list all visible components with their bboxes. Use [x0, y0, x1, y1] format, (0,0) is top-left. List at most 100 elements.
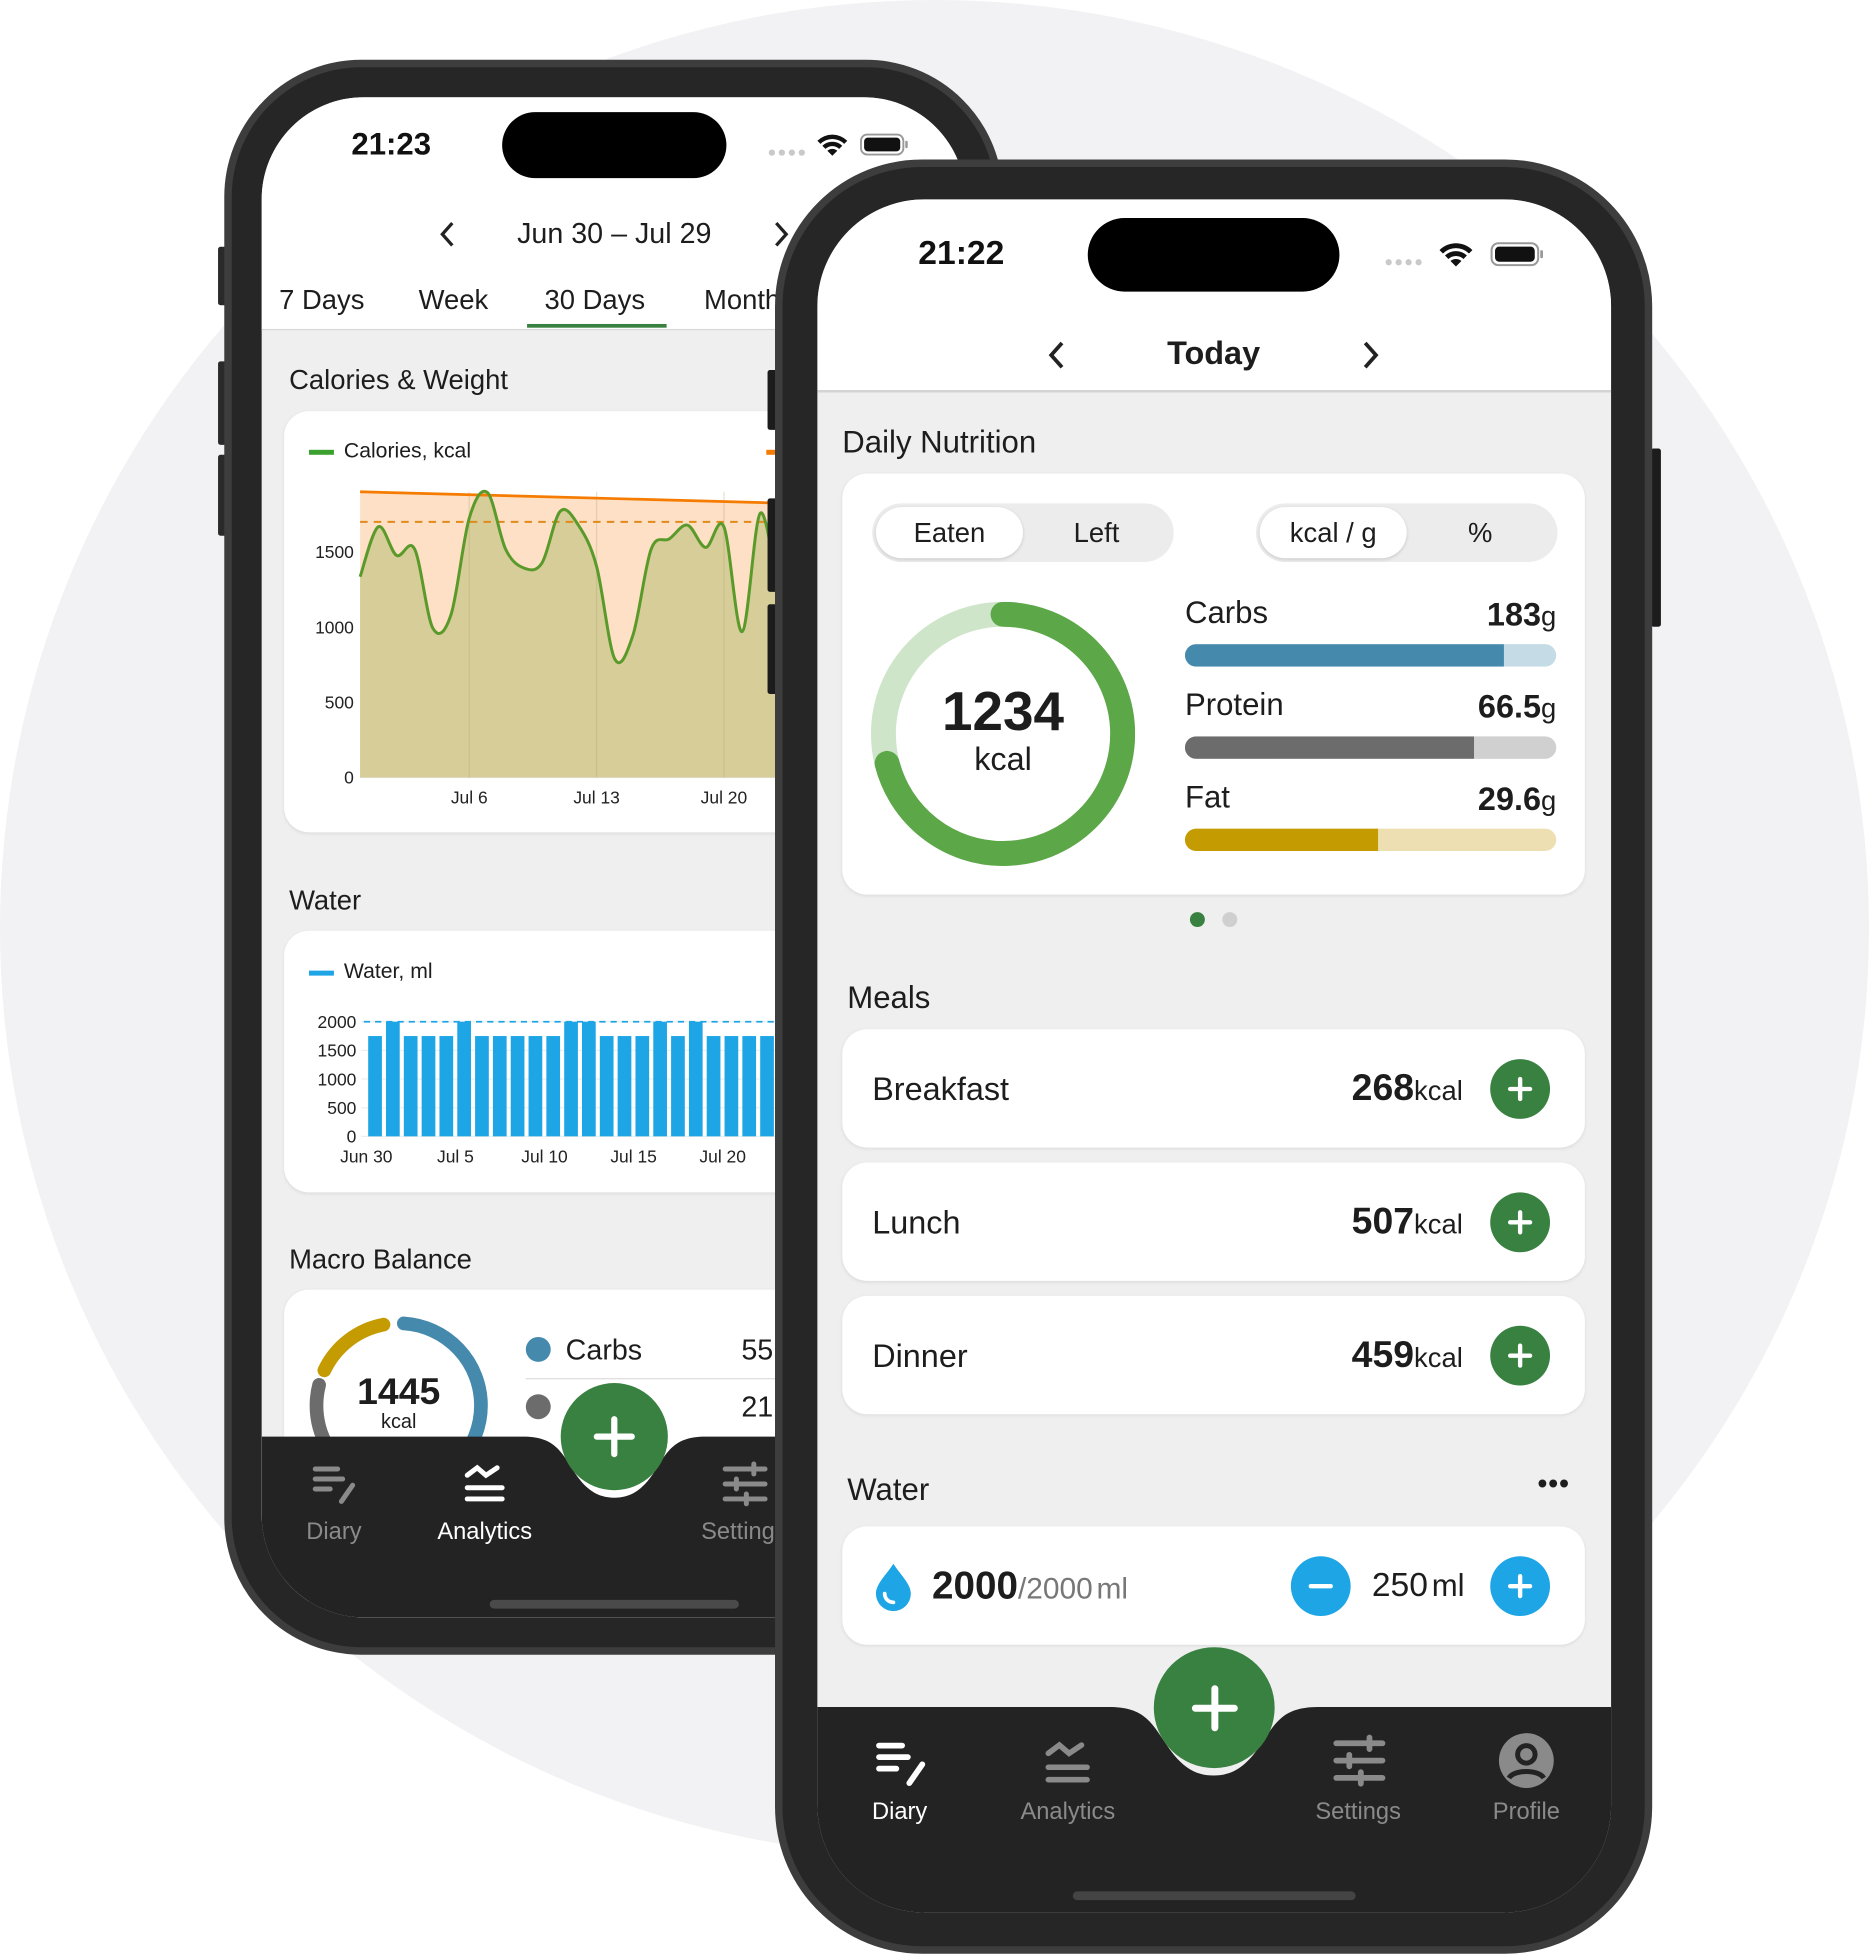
- macro-bar-fat: [1184, 828, 1557, 852]
- toggle-kcal-g[interactable]: kcal / g: [1289, 517, 1377, 549]
- nav-diary[interactable]: Diary: [306, 1518, 362, 1546]
- diary-icon[interactable]: [312, 1464, 359, 1506]
- water-bar: [653, 1021, 667, 1137]
- calories-area: [360, 491, 779, 778]
- dynamic-island: [502, 112, 727, 179]
- water-increase-button[interactable]: [1490, 1556, 1551, 1617]
- meal-calories: 268kcal: [1352, 1068, 1463, 1110]
- toggle-eaten[interactable]: Eaten: [913, 517, 986, 549]
- side-button: [767, 498, 778, 592]
- water-bar: [742, 1036, 757, 1137]
- water-goal: /2000: [1017, 1572, 1093, 1607]
- chevron-left-icon[interactable]: [1045, 339, 1067, 371]
- x-tick-label: Jul 6: [451, 788, 488, 808]
- calories-line: [358, 489, 780, 665]
- legend-water: Water, ml: [343, 959, 433, 984]
- battery-icon: [1490, 242, 1543, 267]
- meal-card-lunch[interactable]: Lunch 507kcal: [842, 1162, 1585, 1281]
- water-bar: [457, 1021, 471, 1137]
- water-bar: [368, 1036, 382, 1137]
- plus-icon: [1191, 1684, 1238, 1731]
- settings-icon[interactable]: [721, 1461, 768, 1507]
- water-card: 2000/2000 ml 250 ml: [842, 1526, 1585, 1645]
- meal-name: Breakfast: [872, 1070, 1010, 1108]
- nav-profile[interactable]: Profile: [1492, 1799, 1560, 1826]
- plus-icon: [593, 1416, 635, 1458]
- water-bar: [706, 1036, 721, 1137]
- water-bar: [688, 1021, 703, 1137]
- nav-settings[interactable]: Settings: [1315, 1799, 1401, 1826]
- active-tab-indicator: [527, 323, 667, 328]
- meal-card-breakfast[interactable]: Breakfast 268kcal: [842, 1029, 1585, 1148]
- daily-nutrition-card: Eaten Left kcal / g % 1234 kcal Carbs 18…: [842, 473, 1585, 895]
- x-tick-label: Jul 13: [573, 788, 620, 808]
- tab-7-days[interactable]: 7 Days: [279, 284, 365, 316]
- meal-card-dinner[interactable]: Dinner 459kcal: [842, 1295, 1585, 1415]
- toggle-selected-bg: [1259, 507, 1407, 559]
- page-dot[interactable]: [1222, 912, 1238, 928]
- macro-bar-fill: [1184, 736, 1475, 759]
- chevron-right-icon[interactable]: [1359, 339, 1381, 371]
- water-bar: [403, 1036, 418, 1137]
- add-food-button[interactable]: [1490, 1325, 1551, 1386]
- plus-icon: [1507, 1574, 1533, 1599]
- y-tick-label: 0: [347, 1127, 357, 1147]
- wifi-icon: [817, 134, 848, 156]
- water-bar: [617, 1036, 632, 1137]
- profile-icon[interactable]: [1498, 1732, 1555, 1789]
- nav-analytics[interactable]: Analytics: [1020, 1799, 1116, 1826]
- battery-icon: [860, 133, 908, 156]
- macro-value-carbs: 183g: [1487, 596, 1556, 635]
- section-title-water: Water: [289, 884, 362, 916]
- water-bar: [546, 1036, 561, 1137]
- signal-icon: [1385, 259, 1422, 266]
- x-tick-label: Jun 30: [340, 1147, 393, 1167]
- meal-name: Dinner: [872, 1336, 968, 1375]
- water-bar: [528, 1036, 543, 1137]
- macro-bar-fill: [1184, 828, 1379, 852]
- nav-analytics[interactable]: Analytics: [437, 1518, 533, 1546]
- legend-swatch-calories: [309, 449, 334, 455]
- add-entry-fab[interactable]: [560, 1383, 668, 1491]
- water-amount: 2000/2000 ml: [932, 1564, 1128, 1609]
- side-button: [767, 604, 778, 695]
- chevron-right-icon[interactable]: [771, 219, 791, 249]
- settings-icon[interactable]: [1332, 1734, 1387, 1787]
- water-bar: [510, 1036, 525, 1137]
- water-step-value: 250: [1371, 1566, 1428, 1604]
- water-decrease-button[interactable]: [1290, 1556, 1351, 1617]
- diary-icon[interactable]: [875, 1739, 930, 1789]
- diary-screen: 21:22 Today Daily Nutrition Eaten Left k…: [817, 199, 1612, 1913]
- nav-settings[interactable]: Settings: [701, 1518, 787, 1546]
- macro-amount: 66.5: [1477, 687, 1541, 726]
- water-step-unit: ml: [1431, 1568, 1465, 1604]
- page-dot-active[interactable]: [1189, 912, 1205, 928]
- nav-diary[interactable]: Diary: [871, 1799, 928, 1826]
- analytics-icon[interactable]: [1044, 1739, 1094, 1786]
- add-entry-fab[interactable]: [1153, 1647, 1275, 1769]
- water-bar: [386, 1021, 400, 1137]
- water-bar: [475, 1036, 489, 1137]
- tab-week[interactable]: Week: [418, 284, 489, 316]
- x-tick-label: Jul 10: [521, 1147, 568, 1167]
- macro-value-protein: 66.5g: [1478, 688, 1556, 727]
- tab-month[interactable]: Month: [703, 284, 781, 316]
- y-tick-label: 0: [344, 768, 354, 788]
- section-title-meals: Meals: [847, 980, 931, 1016]
- calories-unit: kcal: [974, 740, 1032, 778]
- add-food-button[interactable]: [1490, 1059, 1551, 1119]
- x-tick-label: Jul 15: [610, 1147, 657, 1167]
- add-food-button[interactable]: [1490, 1192, 1551, 1253]
- water-bar: [724, 1036, 739, 1137]
- ring-progress: [870, 601, 1136, 866]
- tab-30-days[interactable]: 30 Days: [544, 284, 646, 316]
- macro-total-kcal: 1445: [357, 1371, 441, 1413]
- chevron-left-icon[interactable]: [437, 219, 457, 249]
- water-more-button[interactable]: •••: [1537, 1467, 1571, 1499]
- analytics-icon[interactable]: [464, 1464, 509, 1504]
- meal-calories: 507kcal: [1352, 1201, 1463, 1243]
- toggle-left[interactable]: Left: [1073, 517, 1120, 549]
- calorie-progress-ring: [870, 601, 1136, 866]
- meal-kcal-unit: kcal: [1414, 1208, 1463, 1240]
- toggle-percent[interactable]: %: [1468, 517, 1493, 549]
